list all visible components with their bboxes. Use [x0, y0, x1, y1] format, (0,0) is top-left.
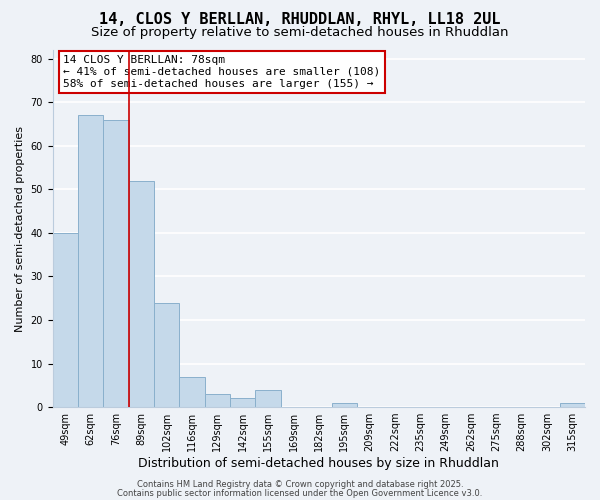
Bar — [332, 402, 357, 407]
Bar — [560, 402, 585, 407]
Bar — [103, 120, 129, 407]
Bar — [53, 233, 78, 407]
Y-axis label: Number of semi-detached properties: Number of semi-detached properties — [15, 126, 25, 332]
Text: 14 CLOS Y BERLLAN: 78sqm
← 41% of semi-detached houses are smaller (108)
58% of : 14 CLOS Y BERLLAN: 78sqm ← 41% of semi-d… — [63, 56, 380, 88]
Bar — [230, 398, 256, 407]
Bar — [129, 180, 154, 407]
X-axis label: Distribution of semi-detached houses by size in Rhuddlan: Distribution of semi-detached houses by … — [139, 457, 499, 470]
Text: Contains public sector information licensed under the Open Government Licence v3: Contains public sector information licen… — [118, 488, 482, 498]
Text: Size of property relative to semi-detached houses in Rhuddlan: Size of property relative to semi-detach… — [91, 26, 509, 39]
Bar — [154, 302, 179, 407]
Bar — [179, 376, 205, 407]
Text: Contains HM Land Registry data © Crown copyright and database right 2025.: Contains HM Land Registry data © Crown c… — [137, 480, 463, 489]
Bar — [205, 394, 230, 407]
Bar — [78, 116, 103, 407]
Text: 14, CLOS Y BERLLAN, RHUDDLAN, RHYL, LL18 2UL: 14, CLOS Y BERLLAN, RHUDDLAN, RHYL, LL18… — [99, 12, 501, 28]
Bar — [256, 390, 281, 407]
